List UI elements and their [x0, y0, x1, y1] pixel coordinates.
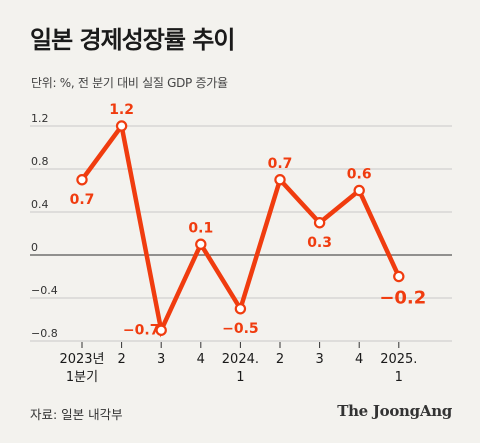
data-point [155, 324, 167, 336]
y-tick-label: −0.4 [31, 284, 58, 297]
data-label: −0.7 [123, 322, 160, 338]
data-point [76, 174, 88, 186]
series-line [76, 120, 405, 338]
data-label: −0.5 [222, 321, 259, 337]
data-label: 0.3 [307, 235, 332, 251]
y-tick-label: 0 [31, 241, 38, 254]
x-tick-label: 3 [157, 352, 165, 367]
page-title: 일본 경제성장률 추이 [30, 26, 235, 54]
y-tick-label: −0.8 [31, 327, 58, 340]
data-point [274, 174, 286, 186]
x-tick-label: 4 [197, 352, 205, 367]
x-tick-label: 2024. [222, 352, 259, 367]
x-tick-label: 3 [315, 352, 323, 367]
grid-lines [30, 125, 452, 342]
data-point [195, 238, 207, 250]
y-tick-label: 0.4 [31, 198, 49, 211]
data-labels: 0.7 1.2 −0.7 0.1 −0.5 0.7 0.3 0.6 −0.2 [70, 102, 427, 338]
data-label: 1.2 [109, 102, 134, 118]
data-label: 0.7 [70, 192, 95, 208]
data-label: −0.2 [379, 288, 426, 309]
data-point [313, 217, 326, 229]
x-tick-label: 2 [276, 352, 284, 367]
data-point [234, 303, 247, 315]
chart-subtitle: 단위: %, 전 분기 대비 실질 GDP 증가율 [31, 76, 228, 90]
brand-logo: The JoongAng [337, 402, 452, 420]
data-label: 0.6 [347, 167, 372, 183]
data-label: 0.7 [268, 156, 293, 172]
x-tick-label: 1 [236, 370, 244, 385]
y-tick-label: 0.8 [31, 155, 49, 168]
x-tick-label: 2 [117, 352, 125, 367]
source-note: 자료: 일본 내각부 [30, 407, 123, 422]
y-tick-label: 1.2 [31, 112, 49, 125]
x-tick-label: 4 [355, 352, 363, 367]
data-point [353, 184, 365, 197]
x-tick-label: 1분기 [66, 370, 98, 385]
data-point [393, 270, 405, 283]
series-polyline [79, 120, 402, 338]
data-label: 0.1 [188, 220, 213, 236]
data-point [115, 120, 128, 132]
x-tick-label: 2025. [380, 352, 417, 367]
y-axis-ticks: 1.2 0.8 0.4 0 −0.4 −0.8 [31, 112, 58, 340]
x-axis: 2023년 1분기 2 3 4 2024. 1 2 3 4 2025. 1 [59, 342, 417, 385]
x-tick-label: 1 [395, 370, 403, 385]
x-tick-label: 2023년 [59, 352, 104, 367]
